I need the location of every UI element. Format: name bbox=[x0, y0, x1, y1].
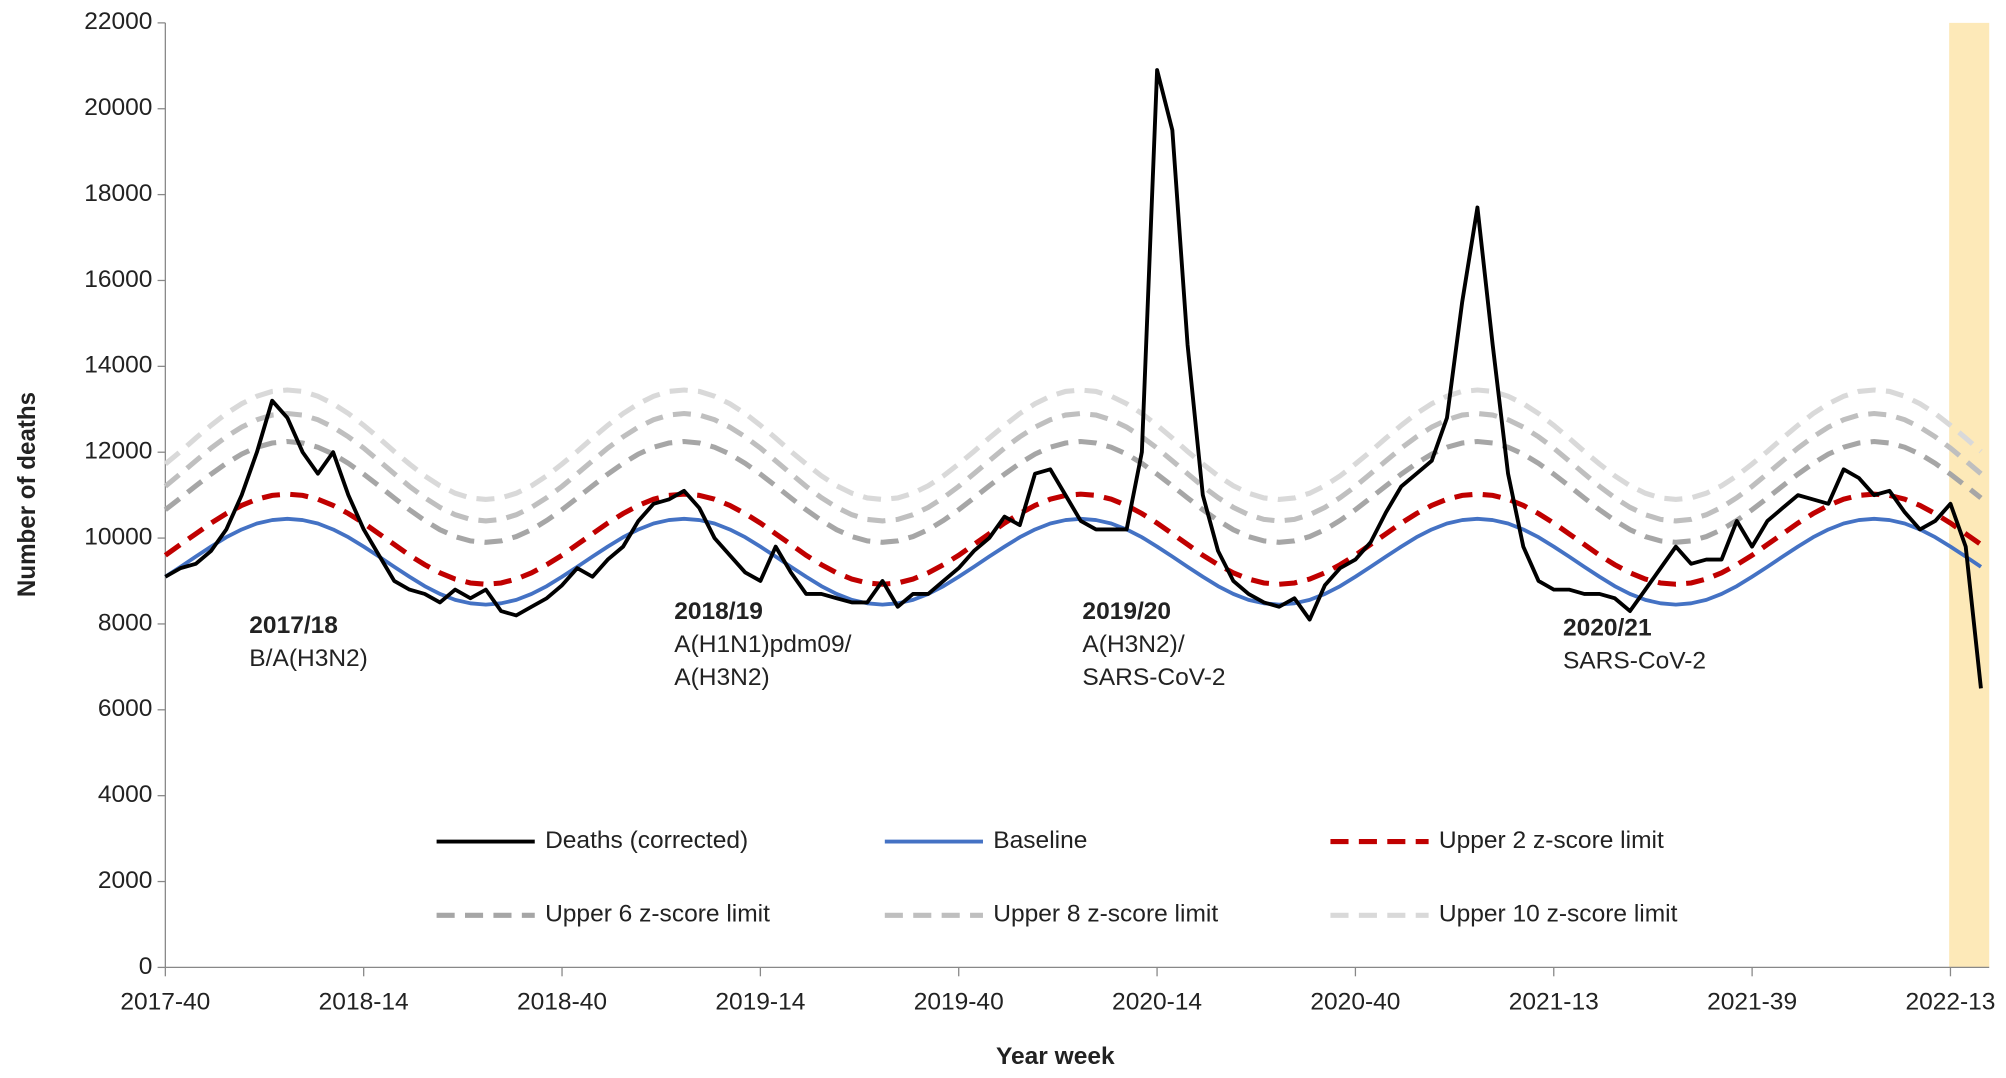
y-tick-label: 18000 bbox=[84, 180, 152, 207]
x-tick-label: 2017-40 bbox=[120, 989, 210, 1016]
y-tick-label: 14000 bbox=[84, 352, 152, 379]
x-tick-label: 2020-40 bbox=[1310, 989, 1400, 1016]
annotation-title: 2017/18 bbox=[249, 612, 338, 639]
x-tick-label: 2018-14 bbox=[319, 989, 409, 1016]
y-tick-label: 16000 bbox=[84, 266, 152, 293]
series-line bbox=[163, 387, 1983, 503]
legend-label: Baseline bbox=[993, 827, 1087, 854]
x-tick-label: 2022-13 bbox=[1905, 989, 1995, 1016]
series-line bbox=[163, 410, 1983, 524]
y-axis-title: Number of deaths bbox=[14, 392, 41, 597]
legend-label: Upper 8 z-score limit bbox=[993, 901, 1218, 928]
y-tick-label: 12000 bbox=[84, 438, 152, 465]
series-line bbox=[164, 516, 1983, 607]
y-tick-label: 4000 bbox=[98, 781, 153, 808]
annotation-text: SARS-CoV-2 bbox=[1082, 664, 1225, 691]
x-tick-label: 2019-40 bbox=[914, 989, 1004, 1016]
highlight-band bbox=[1949, 22, 1990, 968]
y-tick-label: 10000 bbox=[84, 524, 152, 551]
y-tick-label: 0 bbox=[139, 953, 153, 980]
legend-label: Upper 6 z-score limit bbox=[545, 901, 770, 928]
annotation-title: 2019/20 bbox=[1082, 598, 1171, 625]
y-tick-label: 20000 bbox=[84, 94, 152, 121]
y-tick-label: 2000 bbox=[98, 867, 153, 894]
annotation-text: B/A(H3N2) bbox=[249, 645, 368, 672]
annotation-text: SARS-CoV-2 bbox=[1563, 648, 1706, 675]
series-line bbox=[163, 438, 1983, 545]
x-tick-label: 2018-40 bbox=[517, 989, 607, 1016]
y-tick-label: 6000 bbox=[98, 695, 153, 722]
legend-label: Deaths (corrected) bbox=[545, 827, 748, 854]
x-tick-label: 2021-13 bbox=[1509, 989, 1599, 1016]
y-tick-label: 8000 bbox=[98, 609, 153, 636]
annotation-title: 2020/21 bbox=[1563, 615, 1652, 642]
x-tick-label: 2021-39 bbox=[1707, 989, 1797, 1016]
annotation-title: 2018/19 bbox=[674, 598, 763, 625]
x-axis-title: Year week bbox=[996, 1043, 1115, 1070]
annotation-text: A(H3N2) bbox=[674, 664, 769, 691]
legend-label: Upper 10 z-score limit bbox=[1439, 901, 1678, 928]
annotation-text: A(H1N1)pdm09/ bbox=[674, 631, 851, 658]
series-line bbox=[164, 68, 1983, 689]
series-line bbox=[163, 491, 1983, 587]
annotation-text: A(H3N2)/ bbox=[1082, 631, 1184, 658]
legend-label: Upper 2 z-score limit bbox=[1439, 827, 1664, 854]
x-tick-label: 2020-14 bbox=[1112, 989, 1202, 1016]
y-tick-label: 22000 bbox=[84, 8, 152, 35]
x-tick-label: 2019-14 bbox=[715, 989, 805, 1016]
